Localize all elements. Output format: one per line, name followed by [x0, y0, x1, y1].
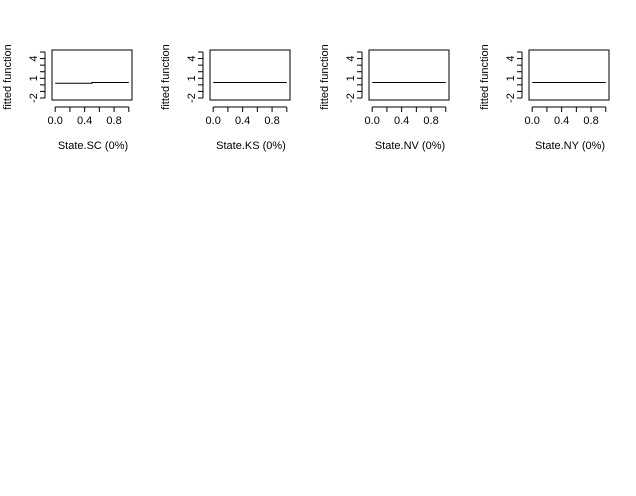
plot-frame — [209, 49, 291, 101]
x-tick-label: 0.4 — [235, 115, 250, 127]
x-tick-label: 0.0 — [365, 115, 380, 127]
y-tick-label: 1 — [505, 75, 517, 81]
y-axis-title: fitted function — [319, 44, 331, 109]
y-axis-title: fitted function — [2, 44, 14, 109]
y-axis-title: fitted function — [479, 44, 491, 109]
plot-frame — [528, 49, 610, 101]
x-tick-label: 0.8 — [423, 115, 438, 127]
y-tick-label: -2 — [28, 93, 40, 103]
x-axis-title: State.KS (0%) — [216, 140, 286, 152]
y-tick-label: 4 — [186, 56, 198, 62]
x-tick-label: 0.0 — [206, 115, 221, 127]
chart-panel: 0.0 0.4 0.8 -2 1 4 fitted function State.SC (0%… — [2, 44, 133, 152]
x-axis-title: State.NV (0%) — [375, 140, 445, 152]
y-tick-label: -2 — [345, 93, 357, 103]
x-tick-label: 0.0 — [525, 115, 540, 127]
chart-panel: 0.0 0.4 0.8 -2 1 4 fitted function State.NV (0%… — [319, 44, 450, 152]
y-tick-label: 1 — [345, 75, 357, 81]
y-tick-label: -2 — [186, 93, 198, 103]
x-tick-label: 0.4 — [394, 115, 409, 127]
x-tick-label: 0.8 — [106, 115, 121, 127]
chart-panel: 0.0 0.4 0.8 -2 1 4 fitted function State.KS (0%… — [160, 44, 291, 152]
x-tick-label: 0.4 — [77, 115, 92, 127]
x-tick-label: 0.0 — [48, 115, 63, 127]
y-tick-label: 4 — [28, 56, 40, 62]
plot-frame — [368, 49, 450, 101]
y-tick-label: 4 — [345, 56, 357, 62]
series-line — [55, 82, 129, 84]
y-tick-label: 1 — [186, 75, 198, 81]
chart-panel: 0.0 0.4 0.8 -2 1 4 fitted function State.NY (0%… — [479, 44, 610, 152]
x-tick-label: 0.8 — [583, 115, 598, 127]
x-axis-title: State.NY (0%) — [535, 140, 605, 152]
y-tick-label: 4 — [505, 56, 517, 62]
y-axis-title: fitted function — [160, 44, 172, 109]
y-tick-label: -2 — [505, 93, 517, 103]
x-axis-title: State.SC (0%) — [58, 140, 128, 152]
plot-frame — [51, 49, 133, 101]
y-tick-label: 1 — [28, 75, 40, 81]
x-tick-label: 0.8 — [264, 115, 279, 127]
x-tick-label: 0.4 — [554, 115, 569, 127]
